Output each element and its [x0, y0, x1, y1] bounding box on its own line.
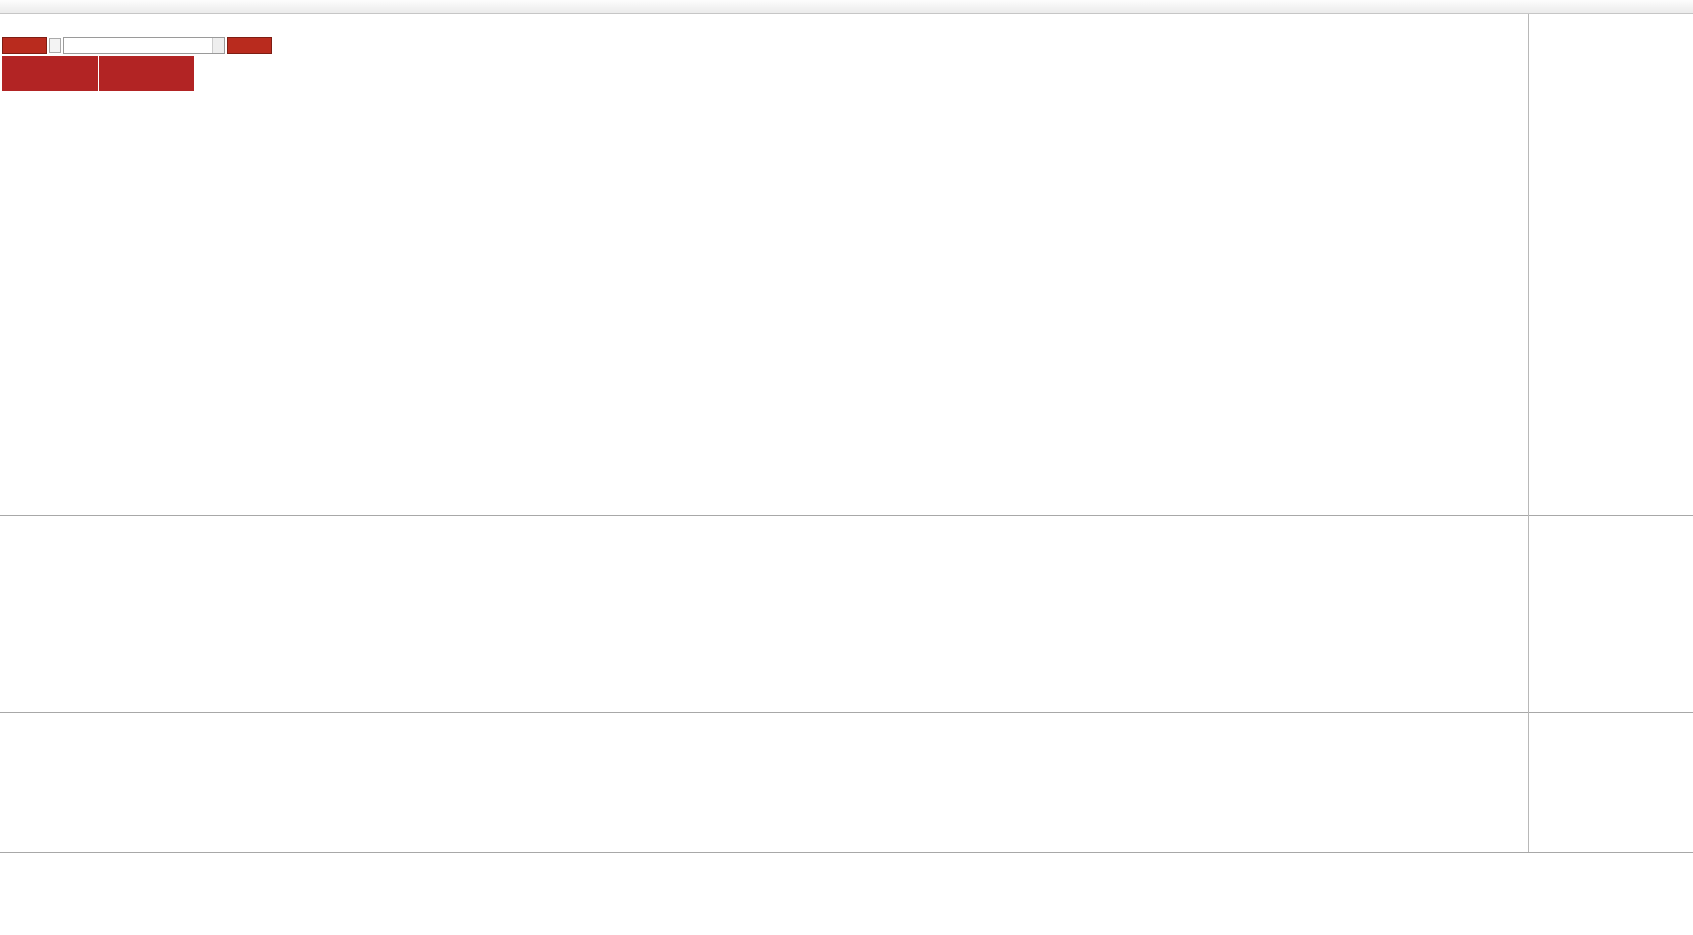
buy-price-display[interactable]: [98, 56, 194, 91]
macd-chart: [0, 516, 1528, 712]
price-chart-panel[interactable]: [0, 14, 1693, 515]
volume-input[interactable]: [64, 37, 212, 53]
volume-dropdown[interactable]: [49, 37, 61, 53]
candlestick-chart: [0, 14, 1528, 515]
buy-button[interactable]: [227, 36, 272, 54]
price-axis-border: [1528, 14, 1529, 852]
one-click-trading-panel: [2, 36, 272, 91]
rsi-chart: [0, 713, 1528, 852]
volume-stepper[interactable]: [212, 37, 224, 53]
volume-field: [63, 36, 225, 54]
toolbar: [0, 0, 1693, 14]
sell-price-display[interactable]: [2, 56, 98, 91]
sell-button[interactable]: [2, 36, 47, 54]
time-axis: [0, 852, 1693, 874]
macd-header: [3, 519, 11, 530]
rsi-panel: [0, 712, 1693, 852]
rsi-header: [3, 716, 7, 727]
macd-panel: [0, 515, 1693, 712]
